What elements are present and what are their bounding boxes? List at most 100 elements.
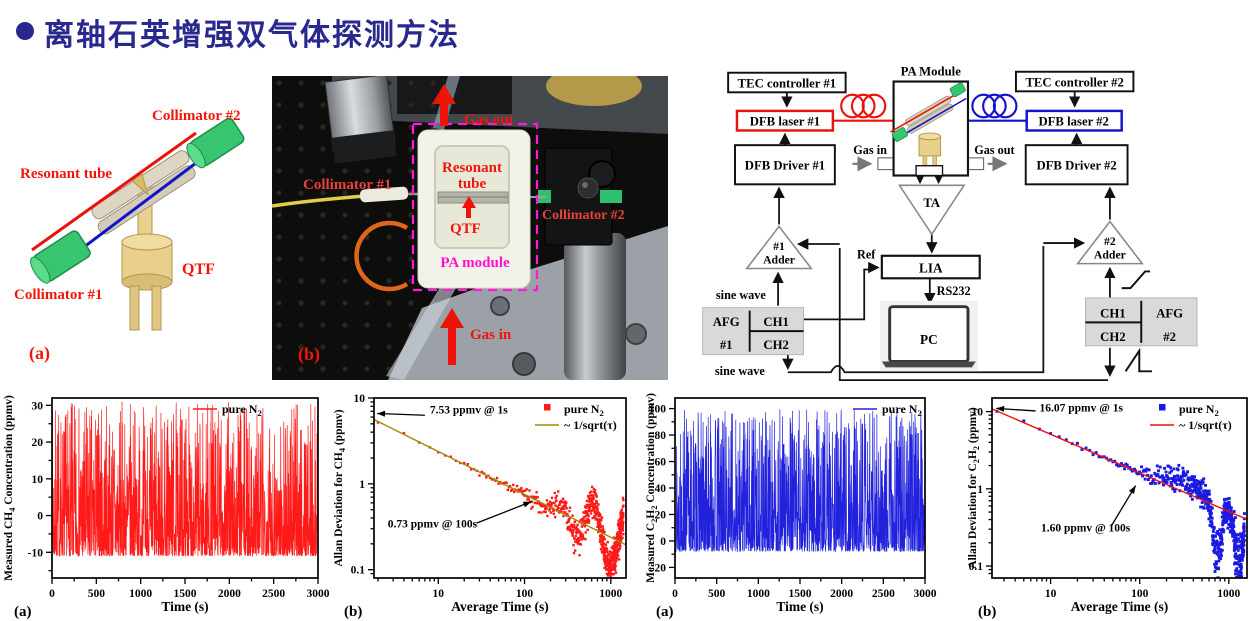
svg-text:0.1: 0.1: [969, 561, 984, 573]
dfb-driver-2-label: DFB Driver #2: [1036, 159, 1116, 173]
dfb-laser-1-label: DFB laser #1: [750, 115, 820, 129]
qtf-label: QTF: [182, 261, 215, 278]
svg-text:1: 1: [359, 479, 365, 491]
svg-text:2000: 2000: [218, 588, 241, 600]
afg-2-box: [1084, 297, 1198, 347]
svg-text:Time (s): Time (s): [776, 599, 823, 614]
adder-2-num: #2: [1104, 235, 1116, 248]
svg-text:Allan Deviation for C2H2 (ppmv: Allan Deviation for C2H2 (ppmv): [967, 407, 981, 569]
svg-text:0: 0: [49, 588, 55, 600]
svg-text:Average Time (s): Average Time (s): [1071, 599, 1168, 614]
svg-text:Measured CH4 Concentration (pp: Measured CH4 Concentration (ppmv): [3, 395, 17, 581]
steel-post: [564, 233, 626, 380]
svg-text:2000: 2000: [830, 588, 853, 600]
collimator-2-label: Collimator #2: [152, 108, 240, 124]
lia-box: [880, 254, 981, 280]
dfb-laser-2-label: DFB laser #2: [1038, 115, 1108, 129]
tec-controller-2-box: [1014, 70, 1135, 93]
svg-text:0.1: 0.1: [351, 565, 366, 577]
photo-collimator-1-label: Collimator #1: [303, 177, 391, 193]
pa-module-body: [417, 129, 531, 289]
photo-pa-module-label: PA module: [440, 255, 510, 271]
ta-triangle: [897, 184, 966, 236]
svg-text:1.60 ppmv @ 100s: 1.60 ppmv @ 100s: [1041, 523, 1131, 535]
resonant-tube-label: Resonant tube: [20, 166, 112, 182]
tec-controller-1-label: TEC controller #1: [738, 76, 836, 90]
sine-wave-bottom-label: sine wave: [715, 364, 765, 378]
afg-2-ch1: CH1: [1100, 306, 1125, 320]
svg-text:7.53 ppmv @ 1s: 7.53 ppmv @ 1s: [430, 404, 508, 416]
collimator2-mount: [544, 147, 616, 246]
svg-text:0: 0: [660, 536, 666, 548]
setup-photo-panel: Gas out Collimator #1 Resonant tube QTF …: [272, 76, 668, 380]
laser-beam-red: [31, 131, 197, 252]
svg-text:0: 0: [672, 588, 678, 600]
collimator-1-graphic: [30, 230, 91, 284]
gas-out-arrow-icon: [432, 84, 456, 126]
sawtooth-waveform-icon: [1124, 347, 1153, 373]
panel-b-tag: (b): [298, 344, 320, 365]
gas-in-port: [877, 157, 895, 171]
photo-resonant-label-2: tube: [458, 176, 487, 192]
adder-1-label: Adder: [763, 254, 795, 267]
svg-text:10: 10: [972, 407, 984, 419]
photo-resonant-label-1: Resonant: [442, 160, 502, 176]
svg-text:40: 40: [655, 483, 667, 495]
svg-text:20: 20: [32, 437, 44, 449]
afg-1-name: AFG: [713, 315, 740, 329]
orange-cable-loop: [354, 220, 409, 292]
svg-text:10: 10: [354, 393, 366, 405]
svg-text:10: 10: [32, 474, 44, 486]
panel-a-tag: (a): [29, 343, 50, 364]
svg-text:pure N2: pure N2: [882, 402, 922, 418]
system-block-diagram: TEC controller #1 DFB laser #1 DFB Drive…: [702, 65, 1198, 381]
slide-header: 离轴石英增强双气体探测方法: [0, 0, 1252, 60]
afg-2-num: #2: [1163, 330, 1176, 344]
svg-text:2500: 2500: [262, 588, 285, 600]
svg-text:0.73 ppmv @ 100s: 0.73 ppmv @ 100s: [388, 519, 478, 531]
charts-row: 0 500 1000 1500 2000 2500 3000 -10 0 10 20 30 pure N…: [0, 385, 1252, 621]
pc-label: PC: [920, 332, 938, 347]
svg-text:Time (s): Time (s): [161, 599, 208, 614]
photo-collimator-2-label: Collimator #2: [542, 208, 625, 223]
qtf-schematic-panel: Collimator #2 Resonant tube QTF Collimat…: [14, 108, 245, 364]
svg-text:10: 10: [1045, 588, 1057, 600]
adder-1-num: #1: [773, 240, 785, 253]
qtf-gold-assembly: [121, 177, 173, 331]
thorlabs-mount-cylinder: [324, 76, 397, 164]
svg-text:1000: 1000: [747, 588, 770, 600]
pa-module-diagram-label: PA Module: [901, 65, 962, 79]
svg-text:~ 1/sqrt(τ): ~ 1/sqrt(τ): [1179, 418, 1232, 432]
svg-text:500: 500: [88, 588, 106, 600]
sine-wave-top-label: sine wave: [716, 288, 766, 302]
diagram-wires: [772, 91, 1116, 381]
svg-text:80: 80: [655, 430, 667, 442]
lia-label: LIA: [919, 260, 943, 275]
svg-text:30: 30: [32, 400, 44, 412]
photo-qtf-label: QTF: [450, 221, 481, 237]
svg-text:3000: 3000: [307, 588, 330, 600]
svg-text:pure N2: pure N2: [222, 402, 262, 418]
rs232-label: RS232: [937, 284, 971, 298]
svg-text:(a): (a): [656, 604, 674, 620]
svg-text:-10: -10: [28, 547, 44, 559]
photo-gas-out-label: Gas out: [464, 112, 514, 128]
tec-controller-1-box: [727, 71, 847, 94]
svg-text:60: 60: [655, 457, 667, 469]
svg-text:Average Time (s): Average Time (s): [451, 599, 548, 614]
collimator-2-graphic: [186, 117, 245, 169]
svg-text:16.07 ppmv @ 1s: 16.07 ppmv @ 1s: [1039, 403, 1123, 415]
svg-text:~ 1/sqrt(τ): ~ 1/sqrt(τ): [564, 418, 617, 432]
afg-1-box: [702, 307, 805, 356]
dfb-laser-1-box: [735, 109, 835, 132]
chart-c2h2-timeseries: 0 500 1000 1500 2000 2500 3000 -20 0 20 40 60 80 100 p…: [645, 393, 937, 620]
green-fiber-tip-right: [600, 190, 622, 203]
svg-text:100: 100: [516, 588, 534, 600]
afg-2-ch2: CH2: [1100, 330, 1125, 344]
adder-1-triangle: [745, 225, 813, 270]
svg-text:(a): (a): [14, 604, 32, 620]
pa-module-box: [892, 80, 970, 177]
svg-text:20: 20: [655, 509, 667, 521]
page-title: 离轴石英增强双气体探测方法: [44, 19, 460, 52]
